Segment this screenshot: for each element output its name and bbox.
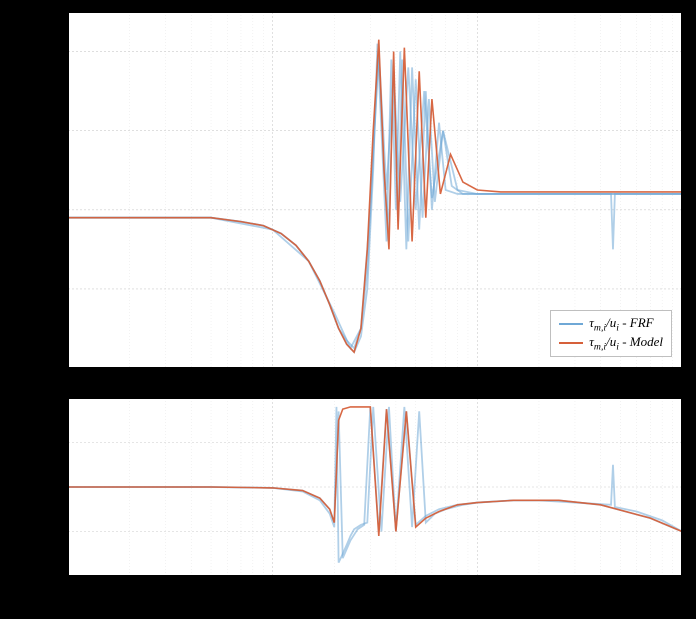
ytick-label: 100 bbox=[44, 435, 62, 450]
phase-chart-svg bbox=[68, 398, 682, 576]
legend-label: τm,i/ui - FRF bbox=[589, 315, 653, 334]
legend-swatch bbox=[559, 342, 583, 344]
figure-container: Magnitude (dB) Phase (deg) f (Hz) τm,i/u… bbox=[0, 0, 696, 619]
ytick-label: 40 bbox=[50, 44, 62, 59]
legend-item: τm,i/ui - FRF bbox=[559, 315, 663, 334]
legend-box: τm,i/ui - FRFτm,i/ui - Model bbox=[550, 310, 672, 357]
ytick-label: 0 bbox=[56, 202, 62, 217]
xtick-label: 100 bbox=[56, 580, 73, 597]
xtick-label: 101 bbox=[261, 580, 278, 597]
legend-swatch bbox=[559, 323, 583, 325]
ytick-label: -20 bbox=[46, 281, 62, 296]
frequency-xlabel: f (Hz) bbox=[350, 598, 384, 614]
ytick-label: 20 bbox=[50, 123, 62, 138]
ytick-label: -40 bbox=[46, 360, 62, 375]
phase-chart bbox=[68, 398, 682, 576]
magnitude-ylabel: Magnitude (dB) bbox=[50, 145, 66, 235]
ytick-label: 0 bbox=[56, 479, 62, 494]
xtick-label: 103 bbox=[670, 580, 687, 597]
phase-ylabel: Phase (deg) bbox=[41, 454, 57, 520]
legend-item: τm,i/ui - Model bbox=[559, 334, 663, 353]
xtick-label: 102 bbox=[465, 580, 482, 597]
legend-label: τm,i/ui - Model bbox=[589, 334, 663, 353]
ytick-label: -100 bbox=[40, 524, 62, 539]
